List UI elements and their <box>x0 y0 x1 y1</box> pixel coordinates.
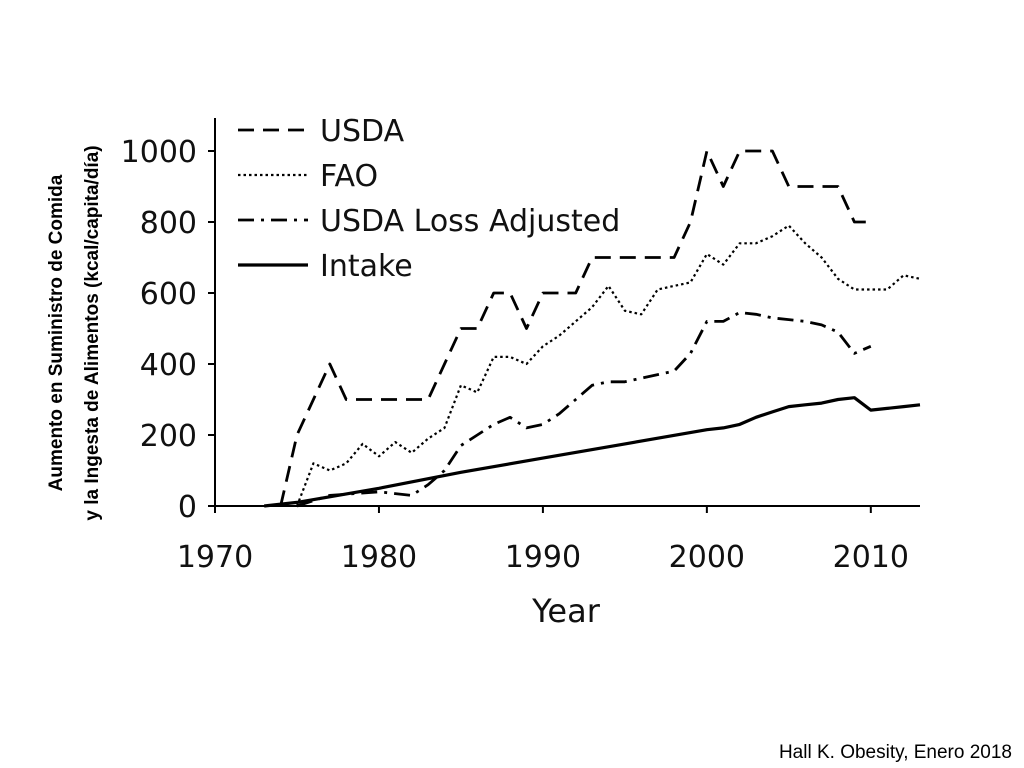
series-line-fao <box>295 224 921 507</box>
citation-text: Hall K. Obesity, Enero 2018 <box>778 742 1012 763</box>
legend-label-intake: Intake <box>320 249 413 284</box>
y-tick-label: 200 <box>140 419 197 454</box>
legend-label-usda-loss-adjusted: USDA Loss Adjusted <box>320 204 620 239</box>
x-tick-label: 2000 <box>669 540 745 575</box>
x-tick-label: 1990 <box>505 540 581 575</box>
x-tick-label: 1980 <box>341 540 417 575</box>
legend-label-usda: USDA <box>320 114 405 149</box>
series-line-intake <box>264 396 921 508</box>
series-line-usda <box>279 149 871 507</box>
y-tick-label: 1000 <box>121 135 197 170</box>
y-tick-label: 400 <box>140 348 197 383</box>
legend-label-fao: FAO <box>320 159 378 194</box>
x-tick-label: 2010 <box>833 540 909 575</box>
y-tick-label: 600 <box>140 277 197 312</box>
chart-legend: USDA FAO USDA Loss Adjusted Intake <box>238 114 620 284</box>
x-tick-label: 1970 <box>177 540 253 575</box>
x-axis-title: Year <box>531 592 601 630</box>
y-tick-label: 0 <box>178 490 197 525</box>
y-axis-title: Aumento en Suministro de Comida y la Ing… <box>46 145 103 520</box>
y-axis-title-line-1: Aumento en Suministro de Comida <box>46 174 67 491</box>
chart-axes: 0 200 400 600 800 1000 1970 1980 1990 2000 2010 <box>121 118 920 575</box>
y-tick-label: 800 <box>140 206 197 241</box>
chart-series <box>264 149 921 508</box>
series-line-usda-loss-adjusted <box>296 311 872 508</box>
y-axis-title-line-2: y la Ingesta de Alimentos (kcal/capita/d… <box>82 145 103 520</box>
